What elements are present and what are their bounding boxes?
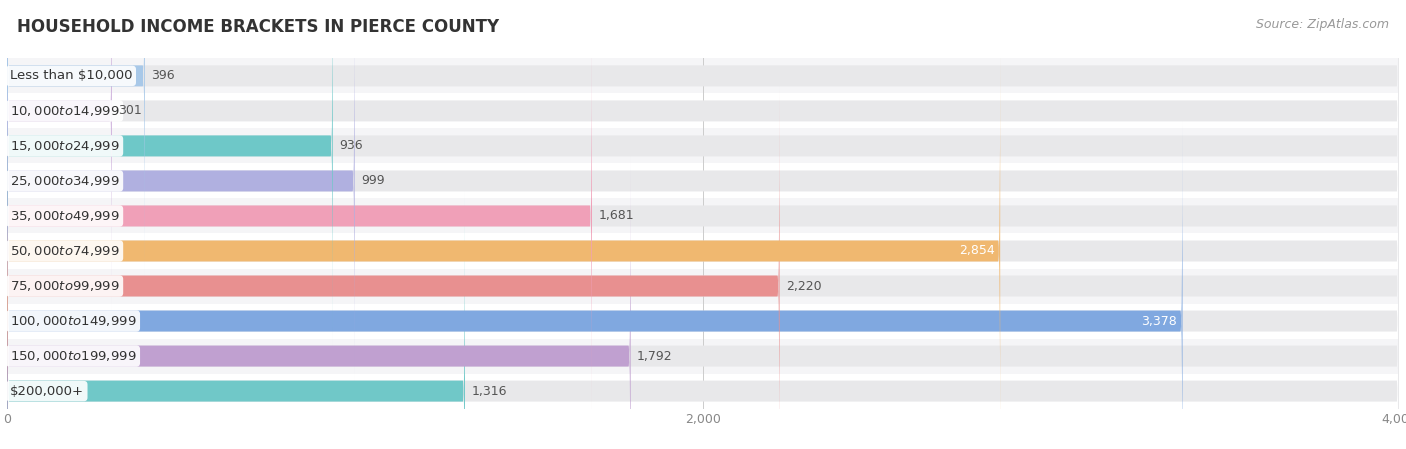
- Text: $100,000 to $149,999: $100,000 to $149,999: [10, 314, 136, 328]
- FancyBboxPatch shape: [7, 86, 779, 449]
- Text: 999: 999: [361, 175, 385, 187]
- Bar: [7, 128, 1399, 163]
- FancyBboxPatch shape: [7, 86, 1399, 449]
- Text: $35,000 to $49,999: $35,000 to $49,999: [10, 209, 120, 223]
- FancyBboxPatch shape: [7, 0, 1399, 311]
- Text: 2,854: 2,854: [959, 245, 995, 257]
- Text: Less than $10,000: Less than $10,000: [10, 70, 132, 82]
- Text: 1,681: 1,681: [599, 210, 634, 222]
- Bar: [7, 163, 1399, 198]
- Text: $25,000 to $34,999: $25,000 to $34,999: [10, 174, 120, 188]
- Bar: [7, 374, 1399, 409]
- Bar: [7, 233, 1399, 269]
- Text: 2,220: 2,220: [786, 280, 821, 292]
- FancyBboxPatch shape: [7, 51, 1000, 449]
- FancyBboxPatch shape: [7, 0, 1399, 276]
- Text: 396: 396: [150, 70, 174, 82]
- FancyBboxPatch shape: [7, 156, 1399, 449]
- FancyBboxPatch shape: [7, 16, 1399, 416]
- FancyBboxPatch shape: [7, 121, 1182, 449]
- FancyBboxPatch shape: [7, 0, 111, 311]
- Text: $200,000+: $200,000+: [10, 385, 84, 397]
- FancyBboxPatch shape: [7, 16, 592, 416]
- FancyBboxPatch shape: [7, 0, 333, 346]
- Text: HOUSEHOLD INCOME BRACKETS IN PIERCE COUNTY: HOUSEHOLD INCOME BRACKETS IN PIERCE COUN…: [17, 18, 499, 36]
- Text: 1,316: 1,316: [471, 385, 506, 397]
- FancyBboxPatch shape: [7, 191, 465, 449]
- Bar: [7, 304, 1399, 339]
- Text: 1,792: 1,792: [637, 350, 672, 362]
- Text: 936: 936: [339, 140, 363, 152]
- Bar: [7, 269, 1399, 304]
- FancyBboxPatch shape: [7, 51, 1399, 449]
- Text: 3,378: 3,378: [1142, 315, 1177, 327]
- Text: $10,000 to $14,999: $10,000 to $14,999: [10, 104, 120, 118]
- Text: $15,000 to $24,999: $15,000 to $24,999: [10, 139, 120, 153]
- Bar: [7, 93, 1399, 128]
- FancyBboxPatch shape: [7, 0, 145, 276]
- Bar: [7, 58, 1399, 93]
- Text: Source: ZipAtlas.com: Source: ZipAtlas.com: [1256, 18, 1389, 31]
- Bar: [7, 198, 1399, 233]
- FancyBboxPatch shape: [7, 0, 354, 381]
- Text: $150,000 to $199,999: $150,000 to $199,999: [10, 349, 136, 363]
- Text: 301: 301: [118, 105, 142, 117]
- FancyBboxPatch shape: [7, 191, 1399, 449]
- Text: $75,000 to $99,999: $75,000 to $99,999: [10, 279, 120, 293]
- FancyBboxPatch shape: [7, 0, 1399, 381]
- FancyBboxPatch shape: [7, 0, 1399, 346]
- Text: $50,000 to $74,999: $50,000 to $74,999: [10, 244, 120, 258]
- FancyBboxPatch shape: [7, 156, 631, 449]
- FancyBboxPatch shape: [7, 121, 1399, 449]
- Bar: [7, 339, 1399, 374]
